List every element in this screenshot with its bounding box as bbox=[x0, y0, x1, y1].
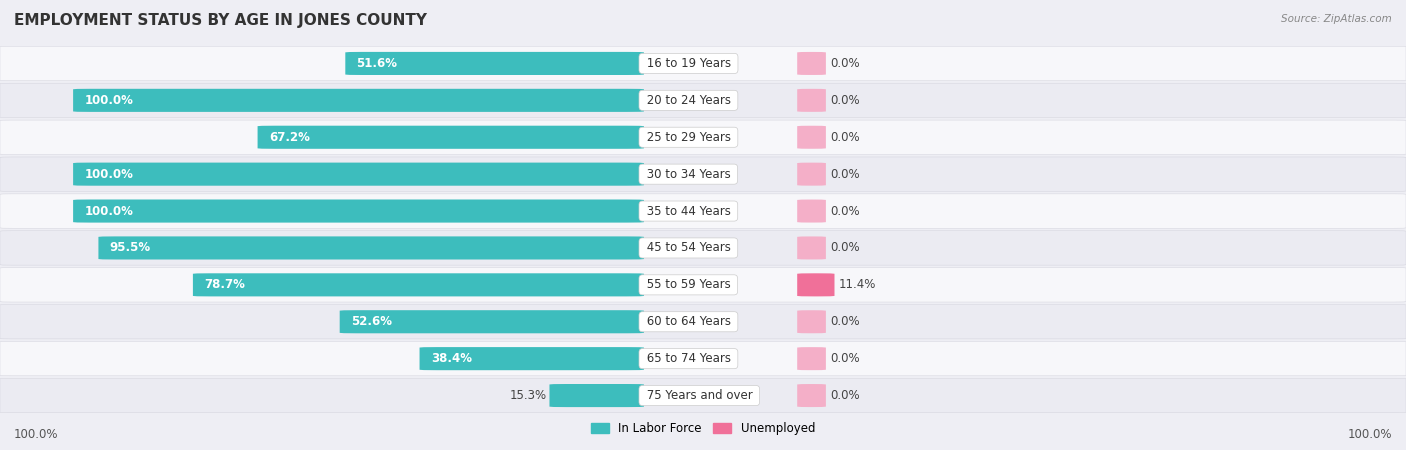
FancyBboxPatch shape bbox=[0, 305, 1406, 339]
Text: 52.6%: 52.6% bbox=[352, 315, 392, 328]
Text: 67.2%: 67.2% bbox=[269, 131, 309, 144]
Text: 16 to 19 Years: 16 to 19 Years bbox=[643, 57, 734, 70]
Text: 0.0%: 0.0% bbox=[830, 168, 859, 180]
Text: 0.0%: 0.0% bbox=[830, 94, 859, 107]
FancyBboxPatch shape bbox=[797, 162, 825, 186]
FancyBboxPatch shape bbox=[0, 194, 1406, 228]
Text: 0.0%: 0.0% bbox=[830, 315, 859, 328]
Text: 45 to 54 Years: 45 to 54 Years bbox=[643, 242, 734, 254]
FancyBboxPatch shape bbox=[797, 126, 825, 149]
FancyBboxPatch shape bbox=[0, 231, 1406, 265]
Text: 0.0%: 0.0% bbox=[830, 352, 859, 365]
Text: 0.0%: 0.0% bbox=[830, 205, 859, 217]
FancyBboxPatch shape bbox=[797, 347, 825, 370]
Text: 75 Years and over: 75 Years and over bbox=[643, 389, 756, 402]
FancyBboxPatch shape bbox=[98, 236, 644, 260]
Text: 100.0%: 100.0% bbox=[84, 168, 134, 180]
Text: 95.5%: 95.5% bbox=[110, 242, 150, 254]
FancyBboxPatch shape bbox=[73, 89, 644, 112]
FancyBboxPatch shape bbox=[797, 52, 825, 75]
Text: 0.0%: 0.0% bbox=[830, 57, 859, 70]
Legend: In Labor Force, Unemployed: In Labor Force, Unemployed bbox=[586, 417, 820, 440]
Text: 25 to 29 Years: 25 to 29 Years bbox=[643, 131, 734, 144]
FancyBboxPatch shape bbox=[346, 52, 644, 75]
Text: 20 to 24 Years: 20 to 24 Years bbox=[643, 94, 734, 107]
FancyBboxPatch shape bbox=[797, 199, 825, 223]
FancyBboxPatch shape bbox=[797, 89, 825, 112]
FancyBboxPatch shape bbox=[550, 384, 644, 407]
FancyBboxPatch shape bbox=[797, 236, 825, 260]
Text: 51.6%: 51.6% bbox=[357, 57, 398, 70]
Text: 15.3%: 15.3% bbox=[509, 389, 547, 402]
Text: 100.0%: 100.0% bbox=[1347, 428, 1392, 441]
FancyBboxPatch shape bbox=[73, 162, 644, 186]
FancyBboxPatch shape bbox=[340, 310, 644, 333]
FancyBboxPatch shape bbox=[0, 46, 1406, 81]
FancyBboxPatch shape bbox=[257, 126, 644, 149]
FancyBboxPatch shape bbox=[0, 342, 1406, 376]
FancyBboxPatch shape bbox=[797, 384, 825, 407]
Text: 78.7%: 78.7% bbox=[204, 279, 245, 291]
Text: 100.0%: 100.0% bbox=[14, 428, 59, 441]
Text: 100.0%: 100.0% bbox=[84, 94, 134, 107]
FancyBboxPatch shape bbox=[0, 378, 1406, 413]
Text: 60 to 64 Years: 60 to 64 Years bbox=[643, 315, 734, 328]
Text: 11.4%: 11.4% bbox=[839, 279, 876, 291]
Text: Source: ZipAtlas.com: Source: ZipAtlas.com bbox=[1281, 14, 1392, 23]
FancyBboxPatch shape bbox=[0, 268, 1406, 302]
FancyBboxPatch shape bbox=[73, 199, 644, 223]
FancyBboxPatch shape bbox=[0, 83, 1406, 117]
Text: 30 to 34 Years: 30 to 34 Years bbox=[643, 168, 734, 180]
Text: 35 to 44 Years: 35 to 44 Years bbox=[643, 205, 734, 217]
Text: 100.0%: 100.0% bbox=[84, 205, 134, 217]
FancyBboxPatch shape bbox=[0, 157, 1406, 191]
FancyBboxPatch shape bbox=[0, 120, 1406, 154]
Text: 0.0%: 0.0% bbox=[830, 389, 859, 402]
FancyBboxPatch shape bbox=[797, 273, 835, 297]
FancyBboxPatch shape bbox=[193, 273, 644, 297]
Text: 0.0%: 0.0% bbox=[830, 242, 859, 254]
Text: 55 to 59 Years: 55 to 59 Years bbox=[643, 279, 734, 291]
Text: EMPLOYMENT STATUS BY AGE IN JONES COUNTY: EMPLOYMENT STATUS BY AGE IN JONES COUNTY bbox=[14, 14, 427, 28]
Text: 38.4%: 38.4% bbox=[430, 352, 472, 365]
Text: 0.0%: 0.0% bbox=[830, 131, 859, 144]
FancyBboxPatch shape bbox=[419, 347, 644, 370]
Text: 65 to 74 Years: 65 to 74 Years bbox=[643, 352, 734, 365]
FancyBboxPatch shape bbox=[797, 310, 825, 333]
